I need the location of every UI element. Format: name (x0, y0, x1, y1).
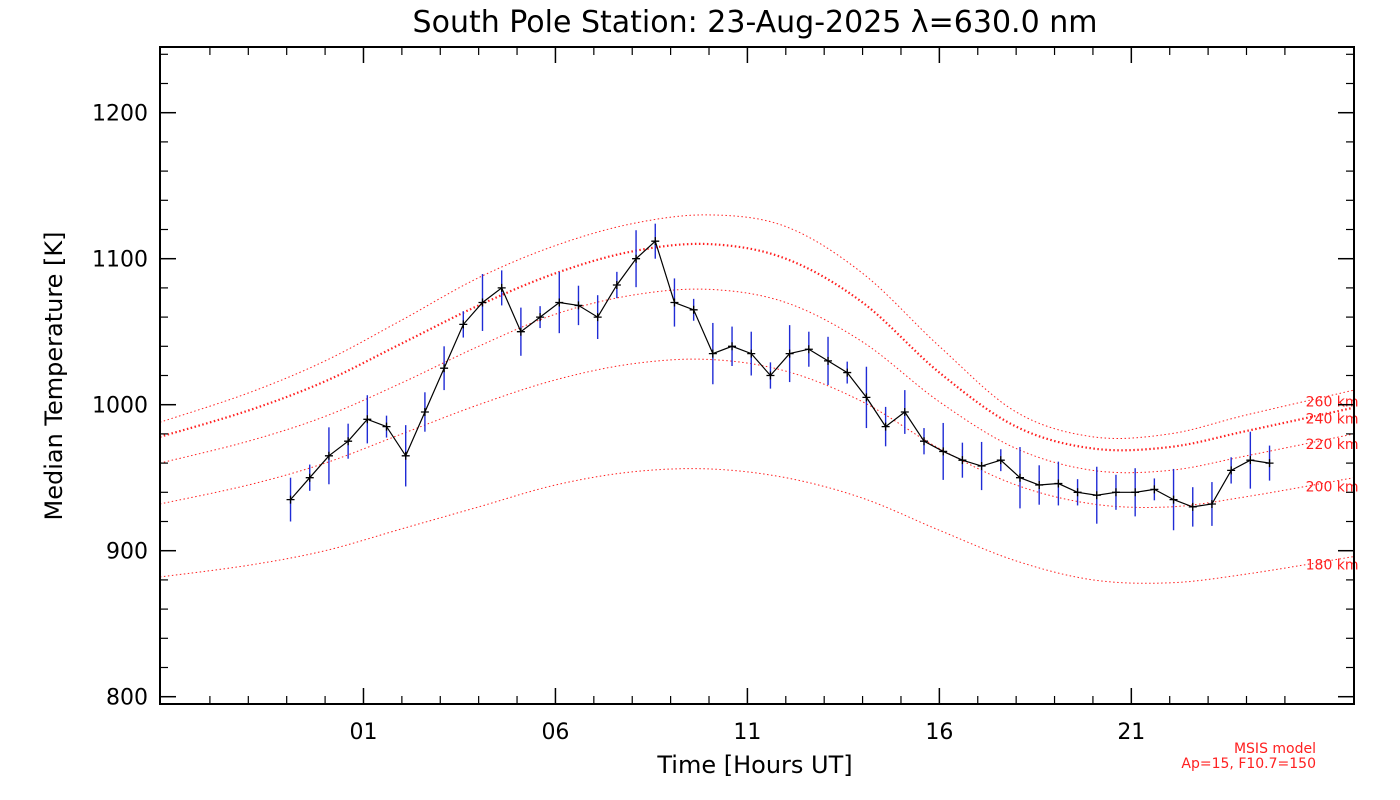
x-axis-label: Time [Hours UT] (656, 751, 852, 779)
chart-title: South Pole Station: 23-Aug-2025 λ=630.0 … (413, 5, 1098, 40)
data-point (1073, 488, 1082, 497)
data-point (977, 462, 986, 471)
curve-220-km-label: 220 km (1306, 437, 1359, 453)
data-point (593, 313, 602, 322)
data-point (862, 393, 871, 402)
data-point (1169, 495, 1178, 504)
data-point (900, 408, 909, 416)
data-point (1227, 466, 1236, 475)
data-point (555, 298, 564, 307)
data-point (574, 301, 583, 310)
msis-params-annotation: Ap=15, F10.7=150 (1181, 756, 1316, 772)
data-point (689, 305, 698, 314)
data-point (804, 345, 813, 354)
data-point (1188, 502, 1197, 511)
data-point (1054, 479, 1063, 488)
y-axis-label: Median Temperature [K] (40, 231, 68, 520)
x-tick-label: 06 (541, 720, 569, 745)
x-tick-label: 16 (925, 720, 953, 745)
data-point (708, 349, 717, 358)
data-point (747, 349, 756, 358)
data-point (785, 349, 794, 358)
data-point (728, 342, 737, 351)
data-point (958, 456, 967, 465)
data-point (305, 473, 314, 482)
y-tick-label: 800 (106, 686, 148, 711)
data-point (363, 415, 372, 424)
y-tick-label: 1200 (92, 102, 148, 127)
data-point (920, 437, 929, 446)
data-point (612, 280, 621, 289)
data-point (1207, 499, 1216, 508)
curve-240-km-line (159, 242, 1355, 452)
x-tick-label: 01 (349, 720, 377, 745)
data-point (824, 356, 833, 365)
curve-240-km-label: 240 km (1306, 411, 1359, 427)
x-tick-label: 21 (1117, 720, 1145, 745)
data-point (881, 422, 890, 431)
curve-260-km-line (159, 214, 1355, 439)
data-point (939, 447, 948, 456)
curve-180-km-label: 180 km (1306, 558, 1359, 574)
data-layer (286, 223, 1274, 531)
data-point (382, 422, 391, 431)
data-point (324, 451, 333, 460)
data-point (1265, 459, 1274, 468)
data-point (478, 298, 487, 307)
data-point (1035, 481, 1044, 489)
data-point (1015, 473, 1024, 482)
data-point (401, 451, 410, 460)
data-point (516, 327, 525, 336)
tick-layer: 800 900 1000 1100 1200 01 06 11 16 21 (92, 47, 1354, 745)
curve-180-km-line (159, 468, 1355, 584)
x-tick-label: 11 (733, 720, 761, 745)
y-tick-label: 1100 (92, 248, 148, 273)
curve-220-km-line (159, 288, 1355, 474)
data-point (632, 254, 641, 263)
data-point (286, 495, 295, 504)
data-point (1111, 488, 1120, 497)
data-point (344, 437, 353, 446)
data-point (1246, 456, 1255, 465)
y-tick-label: 1000 (92, 394, 148, 419)
curve-200-km-label: 200 km (1306, 480, 1359, 496)
data-point (766, 371, 775, 380)
data-point (1131, 488, 1140, 497)
data-point (651, 237, 660, 246)
data-point (536, 313, 545, 322)
data-point (1150, 485, 1159, 494)
data-point (459, 320, 468, 329)
data-point (497, 283, 506, 292)
data-point (420, 408, 429, 416)
data-point (1092, 491, 1101, 500)
curve-260-km-label: 260 km (1306, 395, 1359, 411)
data-point (440, 364, 449, 373)
y-tick-label: 900 (106, 540, 148, 565)
data-point (670, 298, 679, 307)
data-point (996, 456, 1005, 465)
temperature-series-line (290, 240, 1270, 508)
data-point (843, 368, 852, 377)
msis-model-annotation: MSIS model (1234, 741, 1316, 757)
